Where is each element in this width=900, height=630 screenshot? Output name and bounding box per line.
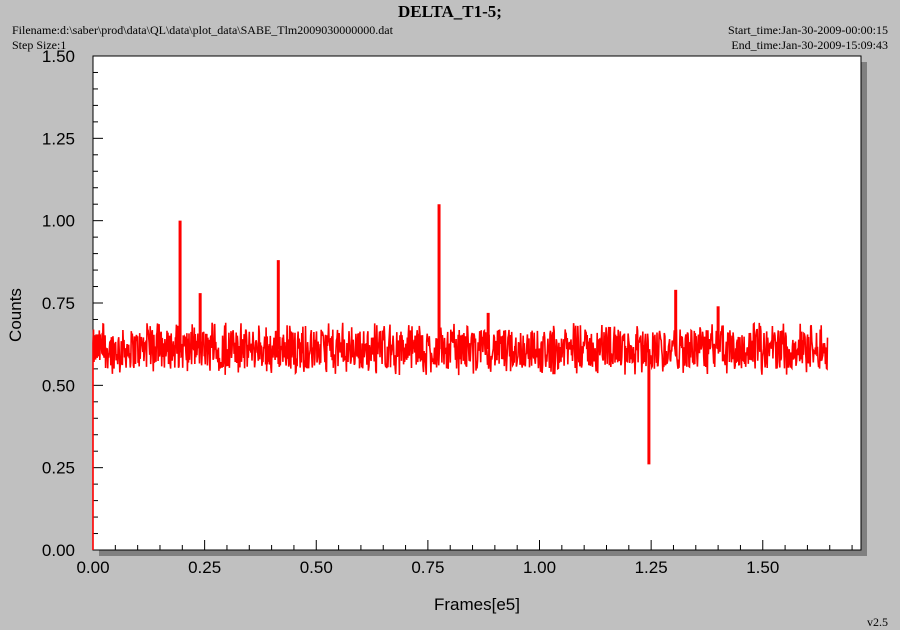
- plot-area: [93, 56, 861, 550]
- x-axis-title: Frames[e5]: [434, 595, 520, 614]
- y-tick-label: 0.50: [42, 376, 75, 395]
- x-tick-label: 0.75: [411, 558, 444, 577]
- y-axis-title: Counts: [6, 288, 25, 342]
- x-tick-label: 0.50: [300, 558, 333, 577]
- y-tick-label: 0.25: [42, 459, 75, 478]
- x-tick-label: 1.50: [746, 558, 779, 577]
- y-tick-label: 1.00: [42, 212, 75, 231]
- x-tick-label: 1.25: [635, 558, 668, 577]
- y-tick-label: 0.00: [42, 541, 75, 560]
- x-tick-label: 0.25: [188, 558, 221, 577]
- y-tick-label: 1.25: [42, 129, 75, 148]
- y-tick-label: 1.50: [42, 47, 75, 66]
- x-tick-label: 0.00: [76, 558, 109, 577]
- y-tick-label: 0.75: [42, 294, 75, 313]
- x-tick-label: 1.00: [523, 558, 556, 577]
